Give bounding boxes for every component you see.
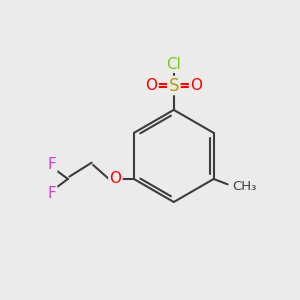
Text: O: O xyxy=(146,78,158,93)
Text: S: S xyxy=(169,76,179,94)
Text: S: S xyxy=(168,76,180,94)
Text: O: O xyxy=(145,78,158,93)
Text: O: O xyxy=(110,172,122,187)
Text: O: O xyxy=(109,172,122,187)
Text: Cl: Cl xyxy=(166,57,182,72)
Text: O: O xyxy=(190,78,202,93)
Text: F: F xyxy=(46,157,57,172)
Text: F: F xyxy=(47,186,56,201)
Text: Cl: Cl xyxy=(166,57,181,72)
Text: O: O xyxy=(190,78,202,93)
Text: F: F xyxy=(46,186,57,201)
Text: CH₃: CH₃ xyxy=(232,180,256,193)
Text: F: F xyxy=(47,157,56,172)
